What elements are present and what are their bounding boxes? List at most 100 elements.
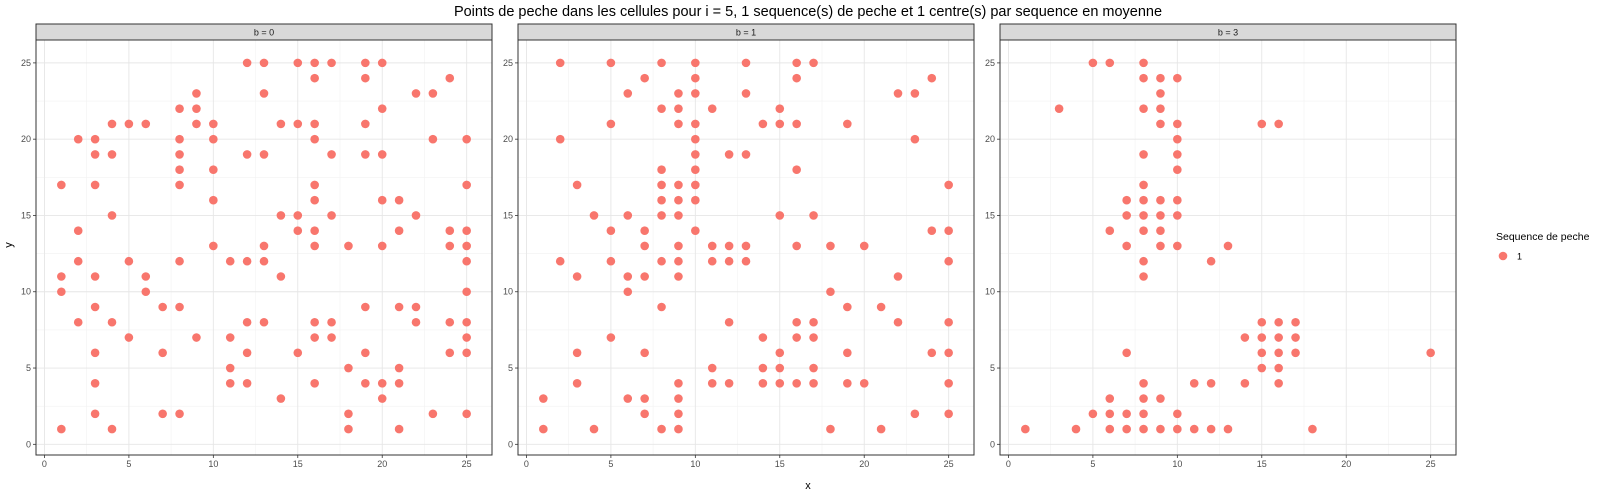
data-point: [691, 150, 700, 159]
data-point: [674, 241, 683, 251]
data-point: [1071, 424, 1081, 434]
data-point: [1139, 378, 1148, 388]
data-point: [944, 317, 953, 327]
data-point: [175, 134, 184, 144]
data-point: [826, 287, 835, 297]
data-point: [327, 211, 336, 220]
data-point: [657, 424, 666, 434]
data-point: [1156, 241, 1165, 251]
data-point: [775, 104, 785, 113]
data-point: [107, 424, 117, 434]
data-point: [377, 150, 387, 159]
data-point: [259, 256, 269, 266]
data-point: [1274, 333, 1283, 342]
data-point: [555, 256, 565, 266]
y-tick-label: 15: [985, 210, 995, 220]
data-point: [1156, 424, 1165, 434]
data-point: [674, 211, 683, 220]
data-point: [225, 333, 235, 342]
data-point: [361, 150, 370, 159]
data-point: [293, 348, 303, 358]
y-tick-label: 25: [21, 58, 31, 68]
data-point: [640, 348, 649, 358]
facet-panels: b = 0 0 5 10 15 20 25 0 5 10 15 20 25 b = 1 0 5 10 15 20 25…: [21, 23, 1457, 469]
data-point: [606, 58, 616, 68]
data-point: [90, 348, 100, 358]
facet-panel: b = 3 0 5 10 15 20 25 0 5 10 15 20 25: [985, 23, 1457, 469]
data-point: [175, 165, 184, 174]
data-point: [57, 272, 66, 281]
x-tick-label: 15: [1257, 459, 1267, 469]
data-point: [640, 394, 649, 403]
data-point: [691, 73, 700, 83]
data-point: [657, 58, 666, 68]
data-point: [327, 58, 336, 68]
data-point: [640, 241, 649, 251]
data-point: [1139, 150, 1148, 159]
data-point: [674, 119, 683, 129]
data-point: [674, 409, 683, 419]
data-point: [724, 241, 734, 251]
data-point: [691, 134, 700, 144]
data-points: [539, 58, 953, 434]
data-point: [107, 150, 117, 159]
data-point: [724, 150, 734, 159]
data-point: [1240, 378, 1250, 388]
data-point: [1021, 424, 1030, 434]
facet-panel: b = 1 0 5 10 15 20 25 0 5 10 15 20 25: [503, 23, 975, 469]
data-point: [623, 272, 633, 281]
data-point: [1122, 241, 1131, 251]
data-point: [1173, 73, 1182, 83]
data-point: [657, 104, 666, 113]
data-point: [1156, 73, 1165, 83]
y-tick-label: 5: [26, 363, 31, 373]
data-point: [1257, 119, 1267, 129]
data-point: [293, 211, 303, 220]
data-point: [809, 378, 818, 388]
data-point: [1139, 272, 1148, 281]
data-point: [1105, 58, 1115, 68]
x-tick-label: 15: [775, 459, 785, 469]
x-tick-label: 0: [524, 459, 529, 469]
data-point: [707, 241, 717, 251]
y-tick-label: 25: [985, 58, 995, 68]
y-tick-label: 20: [985, 134, 995, 144]
data-point: [462, 226, 471, 236]
data-point: [377, 241, 387, 251]
data-point: [276, 119, 286, 129]
y-tick-label: 10: [985, 287, 995, 297]
data-point: [158, 302, 167, 312]
data-point: [691, 180, 700, 190]
data-point: [623, 394, 633, 403]
data-point: [192, 104, 201, 113]
data-point: [1139, 73, 1148, 83]
y-axis-title: y: [3, 242, 15, 248]
data-point: [310, 195, 319, 205]
data-point: [640, 73, 649, 83]
data-point: [1105, 226, 1115, 236]
data-point: [1156, 119, 1165, 129]
data-point: [1257, 348, 1267, 358]
data-point: [792, 119, 801, 129]
data-point: [361, 302, 370, 312]
x-tick-label: 0: [1006, 459, 1011, 469]
data-point: [741, 58, 751, 68]
data-point: [539, 424, 548, 434]
data-point: [944, 226, 953, 236]
data-point: [1173, 409, 1182, 419]
data-point: [361, 119, 370, 129]
data-point: [394, 195, 404, 205]
data-point: [1291, 333, 1300, 342]
data-point: [674, 104, 683, 113]
data-point: [1173, 165, 1182, 174]
data-point: [572, 272, 582, 281]
data-point: [724, 256, 734, 266]
data-point: [310, 119, 319, 129]
legend: Sequence de peche 1: [1496, 231, 1590, 262]
data-point: [73, 134, 83, 144]
data-point: [462, 134, 471, 144]
data-point: [377, 104, 387, 113]
data-point: [1156, 211, 1165, 220]
data-point: [1173, 119, 1182, 129]
data-point: [1139, 211, 1148, 220]
